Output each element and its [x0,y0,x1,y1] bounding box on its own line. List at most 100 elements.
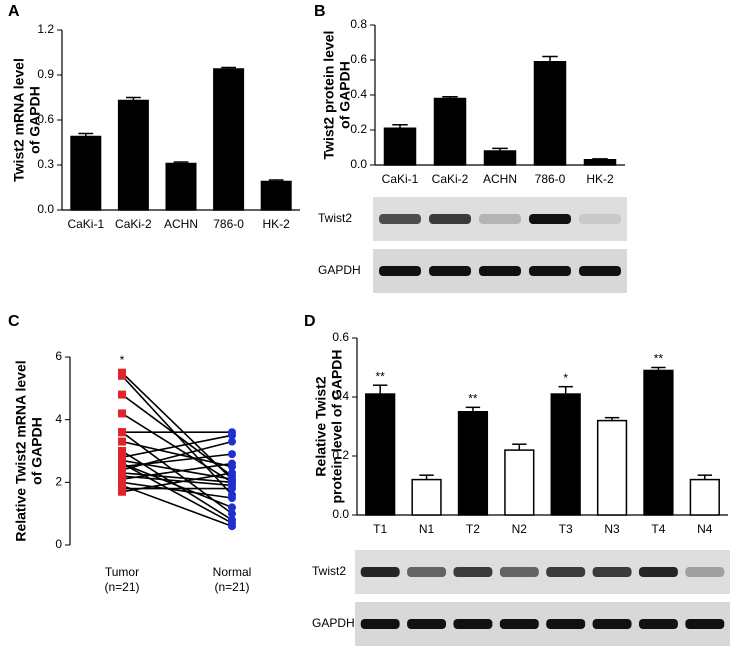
y-tick-label: 0.2 [332,448,349,462]
y-tick-label: 0.0 [350,157,367,171]
y-tick-label: 6 [55,349,62,363]
pair-line [121,440,233,468]
x-tick-sublabel: (n=21) [214,580,249,594]
normal-point [228,468,236,477]
pair-line [121,484,233,527]
blot-band [638,619,678,629]
normal-point [228,494,236,502]
y-axis-label: of GAPDH [27,86,43,154]
blot-band [360,567,400,577]
pair-line [121,440,233,471]
blot-band [407,567,447,577]
y-tick-label: 2 [55,475,62,489]
y-tick-label: 4 [55,412,62,426]
blot-band [479,266,521,276]
blot-label: Twist2 [318,211,352,225]
y-tick-label: 0.0 [37,202,54,216]
bar [583,159,617,166]
pair-line [121,472,233,493]
normal-point [228,503,236,512]
blot-band [592,619,632,629]
x-tick-label: N4 [697,522,713,536]
y-tick-label: 0.3 [37,157,54,171]
significance-label: * [563,371,568,385]
blot-band [685,567,725,577]
y-tick-label: 0.0 [332,507,349,521]
x-tick-label: T1 [373,522,387,536]
tumor-point [118,447,126,455]
bar [689,478,720,516]
pair-line [121,412,233,484]
y-axis-label: of GAPDH [337,61,353,129]
y-tick-label: 0.6 [37,112,54,126]
y-tick-label: 0.4 [350,87,367,101]
blot-band [685,619,725,629]
normal-point [228,459,236,468]
bar [383,127,417,166]
y-tick-label: 0.6 [332,330,349,344]
significance-label: ** [376,369,386,383]
blot-band [546,567,586,577]
x-tick-label: N2 [512,522,528,536]
pair-line [121,472,233,484]
blot-band [529,266,571,276]
blot-band [360,619,400,629]
x-tick-label: T3 [559,522,573,536]
blot-band [546,619,586,629]
bar [411,478,442,516]
panel-letter: B [314,3,326,20]
normal-point [228,431,236,440]
blot-label: GAPDH [312,616,355,630]
y-tick-label: 0.2 [350,122,367,136]
y-axis-label: protein level of GAPDH [329,349,345,503]
bar [457,411,489,516]
bar [365,393,396,516]
bar [165,162,197,211]
blot-band [529,214,571,224]
y-tick-label: 0.4 [332,389,349,403]
x-tick-label: HK-2 [263,217,291,231]
blot-band [379,214,421,224]
x-tick-label: HK-2 [586,172,614,186]
tumor-point [118,428,126,437]
y-tick-label: 0.8 [350,17,367,31]
y-axis-label: Relative Twist2 mRNA level [13,360,29,541]
pair-line [121,475,233,487]
normal-point [228,437,236,446]
normal-point [228,484,236,493]
y-axis-label: Twist2 protein level [321,31,337,160]
x-tick-label: CaKi-1 [67,217,104,231]
blot-label: Twist2 [312,564,346,578]
blot-band [429,214,471,224]
x-tick-label: CaKi-1 [382,172,419,186]
x-tick-label: 786-0 [535,172,566,186]
blot-band [479,214,521,224]
panel-letter: D [304,313,316,330]
y-axis-label: Relative Twist2 [313,376,329,476]
pair-line [121,372,233,480]
y-axis-label: Twist2 mRNA level [11,58,27,182]
x-tick-label: CaKi-2 [115,217,152,231]
blot-band [429,266,471,276]
bar [483,150,517,166]
x-tick-label: N3 [604,522,620,536]
significance-label: ** [468,391,478,405]
normal-point [228,522,236,531]
tumor-point [118,390,126,399]
blot-band [453,567,493,577]
y-tick-label: 1.2 [37,22,54,36]
bar [596,419,628,516]
blot-band [453,619,493,629]
annotation: * [120,353,125,367]
x-tick-sublabel: (n=21) [104,580,139,594]
y-tick-label: 0 [55,537,62,551]
blot-band [499,619,539,629]
x-tick-label: ACHN [164,217,198,231]
blot-band [592,567,632,577]
normal-point [228,509,236,518]
pair-line [121,462,233,524]
pair-line [121,481,233,499]
tumor-point [118,437,126,446]
pair-line [121,462,233,509]
